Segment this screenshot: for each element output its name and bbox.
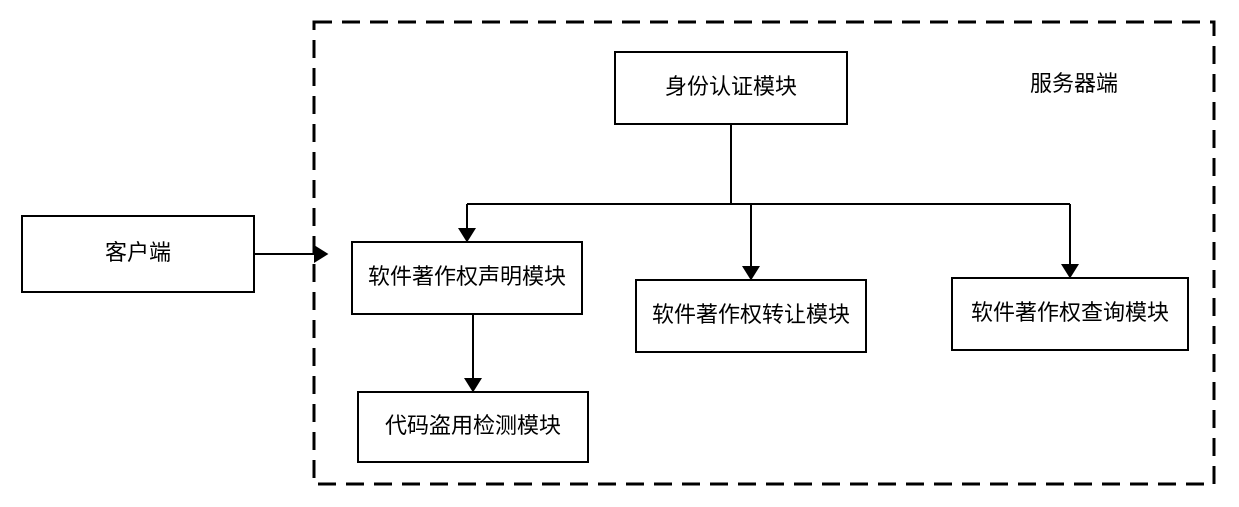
declare-box: 软件著作权声明模块 [352, 242, 582, 314]
auth-box: 身份认证模块 [615, 52, 847, 124]
server-title: 服务器端 [1030, 71, 1118, 96]
detect-label: 代码盗用检测模块 [385, 413, 561, 438]
client-label: 客户端 [105, 240, 171, 265]
auth-label: 身份认证模块 [665, 74, 797, 99]
transfer-label: 软件著作权转让模块 [652, 302, 850, 327]
transfer-box: 软件著作权转让模块 [636, 280, 866, 352]
declare-label: 软件著作权声明模块 [368, 264, 566, 289]
client-box: 客户端 [22, 216, 254, 292]
detect-box: 代码盗用检测模块 [358, 392, 588, 462]
query-box: 软件著作权查询模块 [952, 278, 1188, 350]
query-label: 软件著作权查询模块 [971, 300, 1169, 325]
